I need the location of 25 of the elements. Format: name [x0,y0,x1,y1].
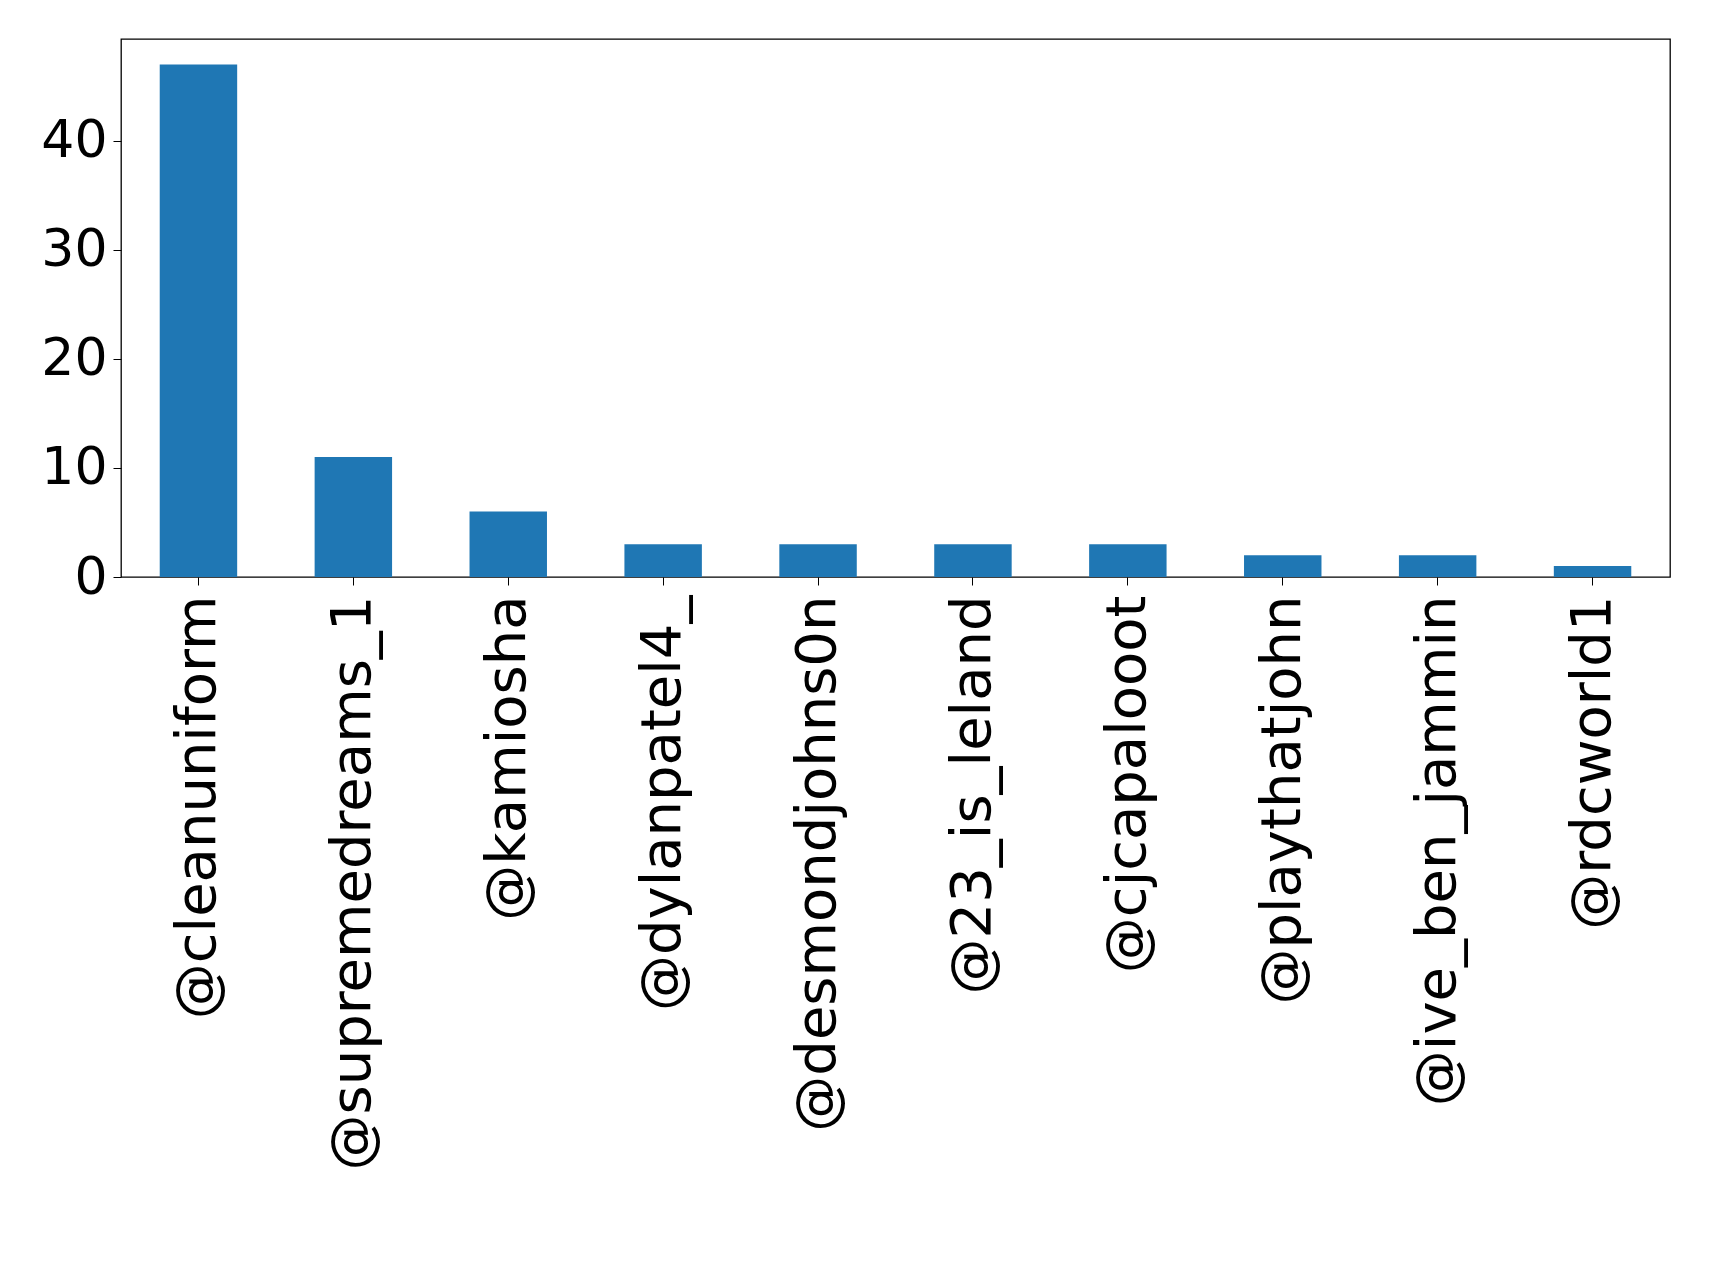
bar [1244,555,1322,577]
bar [469,511,547,577]
bar [314,457,393,577]
y-tick-label: 10 [41,436,108,497]
x-tick-label: @cjcapalooot [1092,595,1158,974]
y-tick-label: 40 [41,109,108,170]
y-tick-label: 20 [41,327,108,388]
bar [934,544,1012,577]
bar [1089,544,1167,577]
y-tick-label: 0 [74,545,108,606]
x-tick-label: @dylanpatel4_ [628,594,694,1012]
bar [779,544,857,577]
y-tick-label: 30 [41,218,108,279]
bar [1398,555,1477,577]
x-tick-label: @23_is_leland [937,595,1003,995]
x-tick-label: @cleanuniform [163,595,229,1020]
bar [624,544,702,577]
x-tick-label: @rdcworld1 [1557,595,1623,930]
x-tick-label: @playthatjohn [1247,595,1313,1005]
x-tick-label: @supremedreams_1 [318,595,384,1171]
bar [1553,566,1632,577]
x-tick-label: @desmondjohns0n [783,595,849,1132]
x-tick-label: @kamiosha [473,595,539,921]
bar [159,64,238,577]
x-tick-label: @ive_ben_jammin [1402,595,1468,1107]
